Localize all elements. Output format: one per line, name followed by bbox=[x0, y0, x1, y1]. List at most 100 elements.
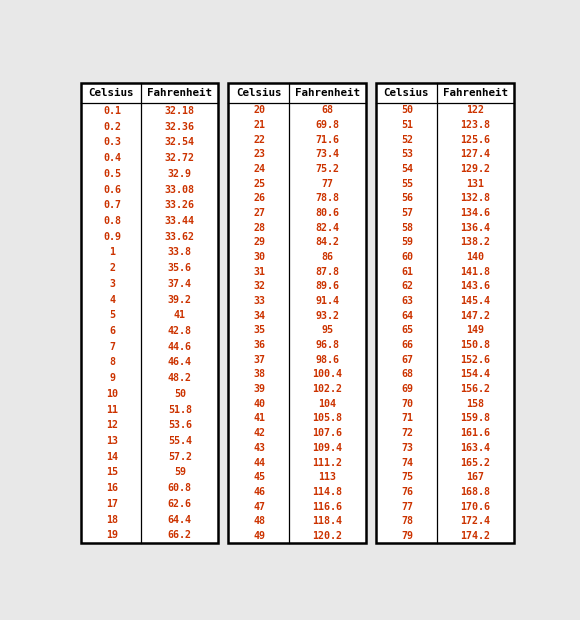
Text: 107.6: 107.6 bbox=[313, 428, 343, 438]
Text: 113: 113 bbox=[318, 472, 336, 482]
Text: 96.8: 96.8 bbox=[316, 340, 339, 350]
Text: 165.2: 165.2 bbox=[461, 458, 490, 467]
Text: 39.2: 39.2 bbox=[168, 294, 192, 304]
Text: 42.8: 42.8 bbox=[168, 326, 192, 336]
Text: 19: 19 bbox=[106, 530, 118, 541]
Text: 122: 122 bbox=[466, 105, 484, 115]
Text: Celsius: Celsius bbox=[236, 88, 281, 98]
Text: 46: 46 bbox=[254, 487, 266, 497]
Text: 111.2: 111.2 bbox=[313, 458, 343, 467]
Text: 33.08: 33.08 bbox=[165, 185, 195, 195]
Text: 61: 61 bbox=[401, 267, 414, 277]
Text: 114.8: 114.8 bbox=[313, 487, 343, 497]
Text: 74: 74 bbox=[401, 458, 414, 467]
Text: 41: 41 bbox=[174, 310, 186, 321]
Text: 32: 32 bbox=[254, 281, 266, 291]
Text: 18: 18 bbox=[106, 515, 118, 525]
Text: 95: 95 bbox=[321, 326, 334, 335]
Text: 30: 30 bbox=[254, 252, 266, 262]
Text: 118.4: 118.4 bbox=[313, 516, 343, 526]
Text: Celsius: Celsius bbox=[383, 88, 429, 98]
Text: 36: 36 bbox=[254, 340, 266, 350]
Text: 50: 50 bbox=[401, 105, 414, 115]
Text: 51: 51 bbox=[401, 120, 414, 130]
Text: 145.4: 145.4 bbox=[461, 296, 490, 306]
Text: 72: 72 bbox=[401, 428, 414, 438]
Text: 9: 9 bbox=[109, 373, 115, 383]
Text: 69: 69 bbox=[401, 384, 414, 394]
Text: 60: 60 bbox=[401, 252, 414, 262]
Text: 33.26: 33.26 bbox=[165, 200, 195, 210]
Text: 29: 29 bbox=[254, 237, 266, 247]
Text: 62.6: 62.6 bbox=[168, 499, 192, 509]
Text: 23: 23 bbox=[254, 149, 266, 159]
Text: 63: 63 bbox=[401, 296, 414, 306]
Text: 55.4: 55.4 bbox=[168, 436, 192, 446]
Text: 73: 73 bbox=[401, 443, 414, 453]
Text: 136.4: 136.4 bbox=[461, 223, 490, 232]
Text: 0.6: 0.6 bbox=[103, 185, 121, 195]
Text: 73.4: 73.4 bbox=[316, 149, 339, 159]
Text: 57: 57 bbox=[401, 208, 414, 218]
Text: 14: 14 bbox=[106, 452, 118, 462]
Text: 71: 71 bbox=[401, 414, 414, 423]
Text: 31: 31 bbox=[254, 267, 266, 277]
Text: 152.6: 152.6 bbox=[461, 355, 490, 365]
Text: 33: 33 bbox=[254, 296, 266, 306]
Text: 32.18: 32.18 bbox=[165, 106, 195, 116]
Text: 59: 59 bbox=[401, 237, 414, 247]
Text: 0.7: 0.7 bbox=[103, 200, 121, 210]
Text: 161.6: 161.6 bbox=[461, 428, 490, 438]
Text: 43: 43 bbox=[254, 443, 266, 453]
Text: 0.8: 0.8 bbox=[103, 216, 121, 226]
Text: 91.4: 91.4 bbox=[316, 296, 339, 306]
Text: 32.72: 32.72 bbox=[165, 153, 195, 163]
Text: 76: 76 bbox=[401, 487, 414, 497]
Text: 109.4: 109.4 bbox=[313, 443, 343, 453]
Text: 15: 15 bbox=[106, 467, 118, 477]
Text: 129.2: 129.2 bbox=[461, 164, 490, 174]
Text: 22: 22 bbox=[254, 135, 266, 144]
Text: 7: 7 bbox=[109, 342, 115, 352]
Text: 5: 5 bbox=[109, 310, 115, 321]
Text: 0.2: 0.2 bbox=[103, 122, 121, 131]
Text: 89.6: 89.6 bbox=[316, 281, 339, 291]
Text: 84.2: 84.2 bbox=[316, 237, 339, 247]
Text: 66.2: 66.2 bbox=[168, 530, 192, 541]
Text: 168.8: 168.8 bbox=[461, 487, 490, 497]
Text: 75.2: 75.2 bbox=[316, 164, 339, 174]
Text: 104: 104 bbox=[318, 399, 336, 409]
Text: Celsius: Celsius bbox=[88, 88, 133, 98]
Text: 38: 38 bbox=[254, 370, 266, 379]
Text: 48.2: 48.2 bbox=[168, 373, 192, 383]
Text: 68: 68 bbox=[321, 105, 334, 115]
Text: 65: 65 bbox=[401, 326, 414, 335]
Text: 12: 12 bbox=[106, 420, 118, 430]
Text: 0.9: 0.9 bbox=[103, 232, 121, 242]
Bar bbox=[229, 83, 366, 543]
Text: 132.8: 132.8 bbox=[461, 193, 490, 203]
Text: 0.4: 0.4 bbox=[103, 153, 121, 163]
Text: 32.9: 32.9 bbox=[168, 169, 192, 179]
Text: 71.6: 71.6 bbox=[316, 135, 339, 144]
Text: 100.4: 100.4 bbox=[313, 370, 343, 379]
Text: 79: 79 bbox=[401, 531, 414, 541]
Text: 33.62: 33.62 bbox=[165, 232, 195, 242]
Text: 32.36: 32.36 bbox=[165, 122, 195, 131]
Text: 82.4: 82.4 bbox=[316, 223, 339, 232]
Text: 156.2: 156.2 bbox=[461, 384, 490, 394]
Text: 163.4: 163.4 bbox=[461, 443, 490, 453]
Text: 20: 20 bbox=[254, 105, 266, 115]
Text: 33.8: 33.8 bbox=[168, 247, 192, 257]
Text: 159.8: 159.8 bbox=[461, 414, 490, 423]
Text: 60.8: 60.8 bbox=[168, 483, 192, 493]
Text: Fahrenheit: Fahrenheit bbox=[295, 88, 360, 98]
Text: 170.6: 170.6 bbox=[461, 502, 490, 512]
Text: 57.2: 57.2 bbox=[168, 452, 192, 462]
Text: 78.8: 78.8 bbox=[316, 193, 339, 203]
Text: 70: 70 bbox=[401, 399, 414, 409]
Text: 34: 34 bbox=[254, 311, 266, 321]
Bar bbox=[229, 83, 366, 543]
Text: 13: 13 bbox=[106, 436, 118, 446]
Text: 120.2: 120.2 bbox=[313, 531, 343, 541]
